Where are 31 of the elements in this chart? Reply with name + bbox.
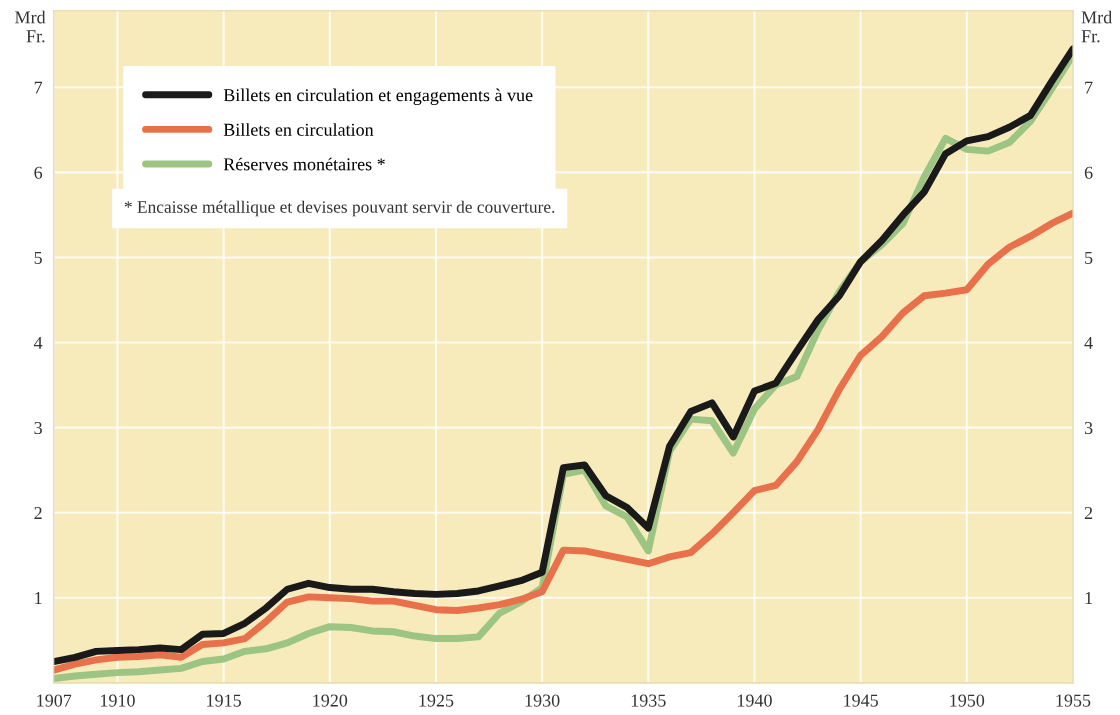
y2-tick-label: 5 xyxy=(1085,251,1093,264)
y-tick-label: 6 xyxy=(34,166,43,179)
x-tick-label: 1950 xyxy=(950,694,985,707)
y-tick-label: 4 xyxy=(33,336,43,349)
x-tick-label: 1930 xyxy=(525,694,560,707)
x-tick-label: 1935 xyxy=(631,694,666,707)
annotation: * Encaisse métallique et devises pouvant servir de couverture. xyxy=(124,200,555,217)
legend-label: Billets en circulation xyxy=(223,123,374,136)
y2-tick-label: 6 xyxy=(1084,166,1093,179)
y2-tick-label: 7 xyxy=(1085,81,1093,94)
x-tick-label: 1910 xyxy=(100,694,135,707)
y-tick-label: 3 xyxy=(34,421,42,435)
x-tick-label: 1955 xyxy=(1056,694,1091,707)
x-tick-label: 1945 xyxy=(844,694,878,707)
legend-label: Réserves monétaires * xyxy=(223,157,385,171)
y2-tick-label: 3 xyxy=(1084,421,1093,435)
x-tick-label: 1940 xyxy=(737,694,772,707)
x-tick-label: 1925 xyxy=(419,694,454,707)
y-axis-title: Mrd Fr. xyxy=(15,10,46,43)
y-tick-label: 5 xyxy=(34,251,42,264)
y-tick-label: 2 xyxy=(34,506,42,519)
x-tick-label: 1920 xyxy=(313,694,348,707)
x-tick-label: 1907 xyxy=(37,694,72,707)
y2-axis-title: Mrd Fr. xyxy=(1081,10,1112,43)
y2-tick-label: 2 xyxy=(1084,506,1093,519)
x-tick-label: 1915 xyxy=(207,694,241,707)
y2-tick-label: 1 xyxy=(1085,592,1093,605)
y-tick-label: 7 xyxy=(34,81,43,94)
y2-tick-label: 4 xyxy=(1084,336,1093,349)
y-tick-label: 1 xyxy=(35,592,42,605)
legend-label: Billets en circulation et engagements à vue xyxy=(223,88,533,105)
